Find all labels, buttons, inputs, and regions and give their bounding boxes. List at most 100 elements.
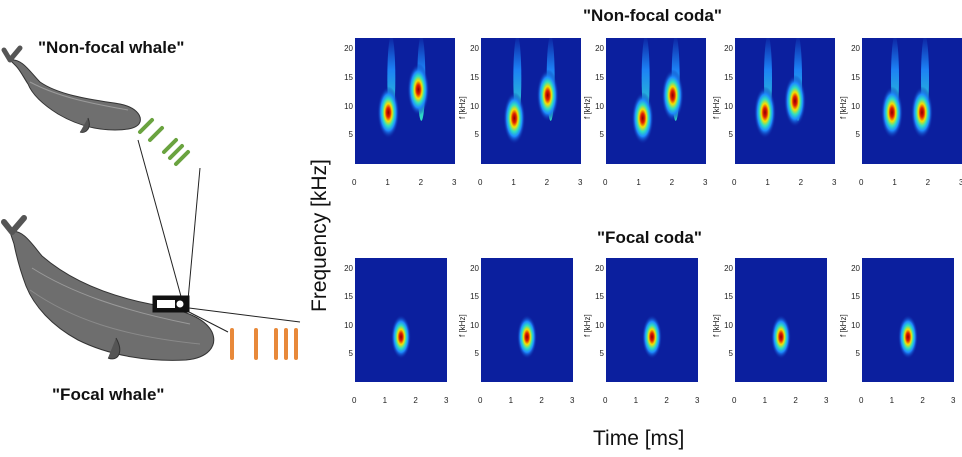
- y-tick-label: 15: [595, 73, 604, 83]
- y-tick-label: 10: [724, 320, 733, 330]
- click-energy-blob: [642, 314, 662, 359]
- click-energy-blob: [407, 63, 430, 116]
- spectrogram-background: [606, 38, 706, 164]
- x-tick-label: 1: [633, 396, 639, 405]
- click-energy-blob: [754, 86, 776, 139]
- x-tick-label: 1: [765, 178, 770, 187]
- x-tick-label: 3: [578, 178, 583, 187]
- x-tick-label: 0: [478, 396, 483, 405]
- x-tick-label: 2: [798, 178, 804, 187]
- panel-y-axis-label: f [kHz]: [712, 314, 721, 338]
- spectrogram-panel: [355, 35, 455, 169]
- click-energy-blob: [911, 86, 933, 139]
- whale-diagram: [1, 45, 301, 361]
- x-tick-label: 2: [793, 396, 798, 405]
- spectrogram-panel: [862, 35, 962, 169]
- x-tick-label: 1: [892, 178, 897, 187]
- click-energy-blob: [517, 314, 537, 359]
- spectrogram-panel: [862, 258, 954, 387]
- spectrogram-panel: [735, 35, 835, 169]
- x-tick-label: 2: [925, 178, 931, 187]
- y-tick-label: 15: [344, 292, 353, 302]
- y-tick-label: 20: [851, 44, 860, 54]
- x-tick-label: 1: [508, 396, 514, 405]
- y-tick-label: 5: [348, 348, 353, 358]
- y-tick-label: 5: [855, 348, 860, 358]
- y-tick-label: 20: [470, 44, 479, 54]
- y-tick-label: 10: [470, 320, 479, 330]
- spectrogram-plot: [355, 258, 447, 382]
- x-tick-label: 2: [544, 178, 550, 187]
- panel-y-axis-label: f [kHz]: [712, 95, 721, 119]
- panel-y-axis-label: f [kHz]: [583, 314, 592, 338]
- y-tick-label: 15: [470, 292, 479, 302]
- y-tick-label: 15: [344, 73, 353, 83]
- y-tick-label: 5: [728, 130, 733, 140]
- y-tick-label: 10: [724, 101, 733, 111]
- panel-y-axis-label: f [kHz]: [458, 314, 467, 338]
- y-tick-label: 20: [344, 44, 353, 54]
- x-tick-label: 1: [511, 178, 516, 187]
- spectrogram-panel: [606, 258, 698, 387]
- spectrogram-background: [355, 38, 455, 164]
- x-tick-label: 1: [385, 178, 390, 187]
- sperm-whale-icon: [1, 45, 141, 133]
- y-tick-label: 15: [724, 73, 733, 83]
- x-tick-label: 0: [603, 178, 608, 187]
- x-tick-label: 2: [539, 396, 544, 405]
- x-tick-label: 1: [636, 178, 641, 187]
- x-tick-label: 2: [669, 178, 675, 187]
- spectrogram-plot: [735, 35, 835, 164]
- x-tick-label: 0: [732, 178, 737, 187]
- y-tick-label: 10: [595, 101, 604, 111]
- spectrogram-background: [481, 38, 581, 164]
- click-energy-blob: [631, 92, 654, 145]
- y-tick-label: 15: [724, 292, 733, 302]
- y-axis-title: Frequency [kHz]: [308, 159, 331, 312]
- x-tick-label: 3: [570, 396, 575, 405]
- nonfocal-coda-title: "Non-focal coda": [583, 6, 722, 25]
- spectrogram-plot: [862, 35, 962, 164]
- focal-coda-title: "Focal coda": [597, 228, 702, 247]
- acoustic-tag-icon: [152, 295, 190, 313]
- x-tick-label: 0: [478, 178, 483, 187]
- click-energy-blob: [771, 314, 791, 359]
- x-tick-label: 2: [664, 396, 669, 405]
- x-tick-label: 0: [859, 396, 864, 405]
- y-tick-label: 15: [595, 292, 604, 302]
- x-tick-label: 3: [444, 396, 449, 405]
- y-tick-label: 5: [474, 348, 479, 358]
- click-energy-blob: [377, 86, 400, 139]
- y-tick-label: 10: [470, 101, 479, 111]
- click-energy-blob: [536, 69, 559, 122]
- spectrogram-panel: [355, 258, 447, 387]
- click-energy-blob: [784, 75, 806, 127]
- spectrogram-panel: [606, 35, 706, 169]
- x-tick-label: 2: [920, 396, 925, 405]
- y-tick-label: 5: [599, 130, 604, 140]
- y-tick-label: 10: [344, 320, 353, 330]
- y-tick-label: 5: [855, 130, 860, 140]
- y-tick-label: 20: [724, 264, 733, 274]
- y-tick-label: 20: [344, 264, 353, 274]
- panel-y-axis-label: f [kHz]: [458, 95, 467, 119]
- x-axis-title: Time [ms]: [593, 427, 685, 450]
- panel-y-axis-label: f [kHz]: [583, 95, 592, 119]
- y-tick-label: 15: [851, 73, 860, 83]
- x-tick-label: 3: [824, 396, 829, 405]
- click-energy-blob: [391, 314, 411, 359]
- x-tick-label: 0: [603, 396, 608, 405]
- y-tick-label: 20: [470, 264, 479, 274]
- x-tick-label: 0: [732, 396, 737, 405]
- x-tick-label: 2: [413, 396, 418, 405]
- click-energy-blob: [881, 86, 903, 139]
- x-tick-label: 0: [352, 396, 357, 405]
- spectrogram-plot: [481, 258, 573, 382]
- x-tick-label: 0: [859, 178, 864, 187]
- sperm-whale-icon: [1, 215, 215, 361]
- spectrogram-panel: [481, 258, 573, 387]
- y-tick-label: 20: [595, 264, 604, 274]
- x-tick-label: 3: [703, 178, 708, 187]
- focal-whale-label: "Focal whale": [52, 385, 165, 404]
- y-tick-label: 10: [344, 101, 353, 111]
